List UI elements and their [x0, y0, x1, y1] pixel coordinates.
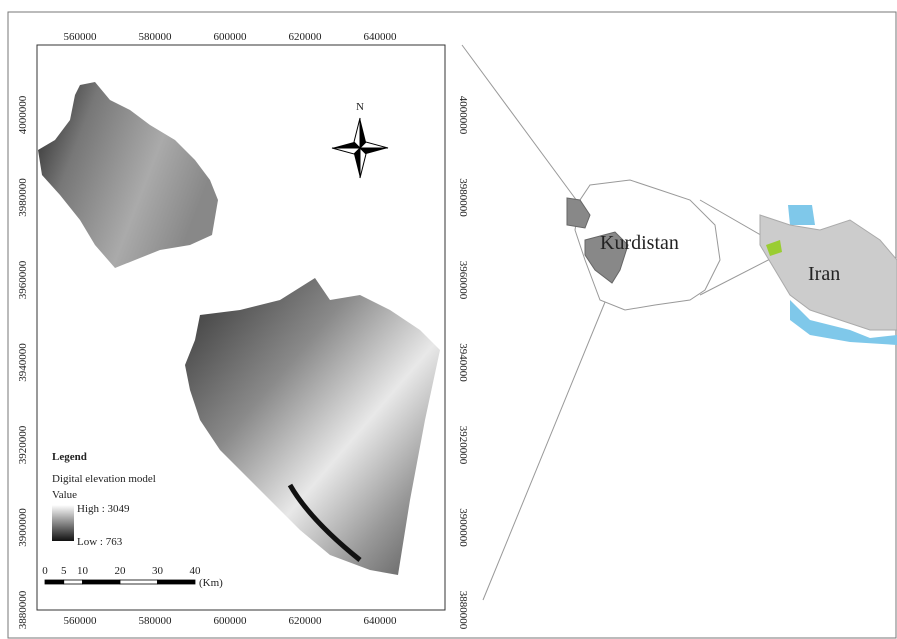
caspian-sea [788, 205, 815, 225]
country-label: Iran [808, 263, 840, 285]
legend-low: Low : 763 [77, 536, 123, 548]
scale-tick-label: 10 [77, 565, 89, 577]
y-coord-label: 3980000 [17, 178, 29, 217]
scale-tick-label: 30 [152, 565, 164, 577]
x-coord-label: 620000 [289, 31, 323, 43]
scale-tick-label: 0 [42, 565, 48, 577]
page: {"map": { "x_labels_top": ["560000", "58… [0, 0, 897, 639]
y-coord-label: 3960000 [457, 261, 469, 300]
scale-tick-label: 5 [61, 565, 67, 577]
scale-segment [158, 580, 196, 584]
scale-tick-label: 40 [190, 565, 202, 577]
x-coord-label: 560000 [64, 31, 98, 43]
legend-title: Legend [52, 451, 87, 463]
x-coord-label: 640000 [364, 31, 398, 43]
y-coord-label: 3980000 [457, 178, 469, 217]
legend-layer: Digital elevation model [52, 473, 156, 485]
scale-segment [83, 580, 121, 584]
connector [462, 45, 580, 205]
scale-segment [120, 580, 158, 584]
x-coord-label: 560000 [64, 615, 98, 627]
x-coord-label: 600000 [214, 615, 248, 627]
x-coord-label: 640000 [364, 615, 398, 627]
legend-ramp [52, 505, 74, 541]
y-coord-label: 3940000 [457, 343, 469, 382]
y-coord-label: 3920000 [17, 425, 29, 464]
legend-field: Value [52, 489, 77, 501]
y-coord-label: 3880000 [17, 590, 29, 629]
legend-high: High : 3049 [77, 503, 130, 515]
y-coord-label: 3900000 [17, 508, 29, 547]
x-coord-label: 600000 [214, 31, 248, 43]
y-coord-label: 4000000 [17, 95, 29, 134]
scale-segment [45, 580, 64, 584]
scale-segment [64, 580, 83, 584]
y-coord-label: 3900000 [457, 508, 469, 547]
north-label: N [356, 101, 364, 113]
connector [483, 285, 612, 600]
y-coord-label: 3880000 [457, 591, 469, 630]
scale-tick-label: 20 [115, 565, 127, 577]
y-coord-label: 3940000 [17, 343, 29, 382]
x-coord-label: 580000 [139, 615, 173, 627]
x-coord-label: 620000 [289, 615, 323, 627]
y-coord-label: 4000000 [457, 96, 469, 135]
y-coord-label: 3960000 [17, 260, 29, 299]
y-coord-label: 3920000 [457, 426, 469, 465]
x-coord-label: 580000 [139, 31, 173, 43]
province-label: Kurdistan [600, 232, 679, 254]
map-figure: N Legend Digital elevation model Value H… [0, 0, 897, 639]
scale-unit: (Km) [199, 577, 223, 589]
